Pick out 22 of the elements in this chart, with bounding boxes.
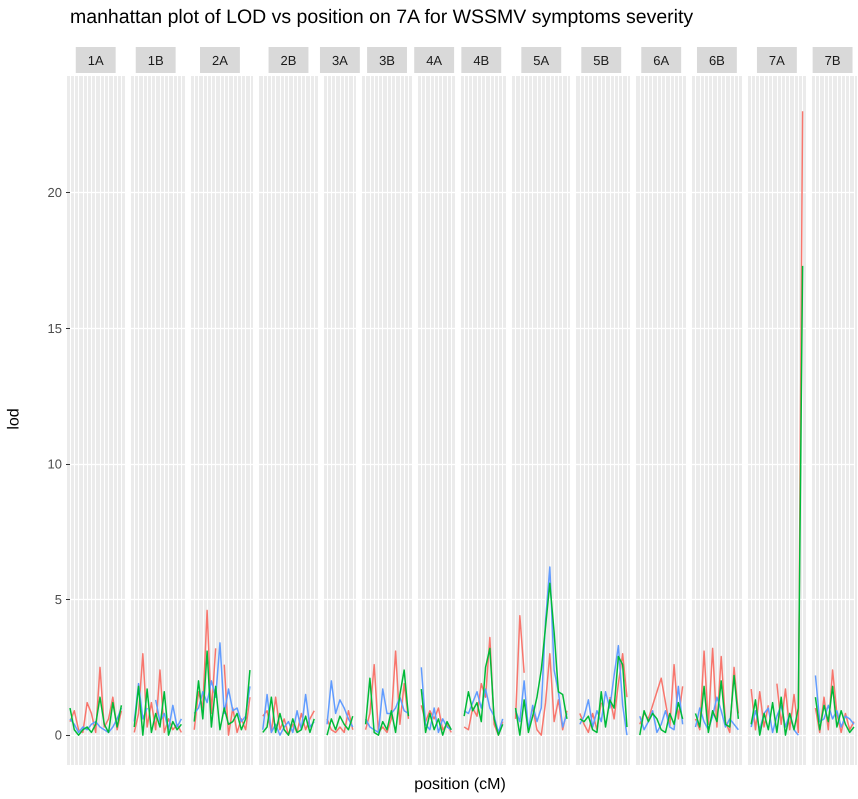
x-tick-label: 4A xyxy=(426,53,442,68)
y-tick-label: 5 xyxy=(54,592,62,608)
x-tick-label: 2B xyxy=(280,53,296,68)
y-tick-label: 0 xyxy=(54,728,62,743)
x-tick-label: 3A xyxy=(332,53,348,68)
x-tick-label: 5B xyxy=(593,53,610,68)
x-axis-title: position (cM) xyxy=(413,776,507,794)
y-tick-label: 15 xyxy=(48,320,62,336)
x-tick-label: 1B xyxy=(148,53,164,68)
x-tick-label: 6A xyxy=(653,53,670,68)
x-tick-label: 2A xyxy=(212,53,228,68)
x-tick-label: 6B xyxy=(708,53,725,68)
x-tick-label: 5A xyxy=(533,53,550,68)
x-tick-label: 4B xyxy=(473,53,490,68)
y-axis-title: lod xyxy=(6,408,24,430)
x-tick-label: 1A xyxy=(88,53,104,68)
y-tick-label: 20 xyxy=(48,185,62,200)
x-tick-label: 7B xyxy=(824,53,841,68)
chart-title: manhattan plot of LOD vs position on 7A for WSSMV symptoms severity xyxy=(70,6,694,29)
y-tick-label: 10 xyxy=(48,456,62,472)
x-tick-label: 3B xyxy=(379,53,395,68)
x-tick-label: 7A xyxy=(768,53,786,68)
